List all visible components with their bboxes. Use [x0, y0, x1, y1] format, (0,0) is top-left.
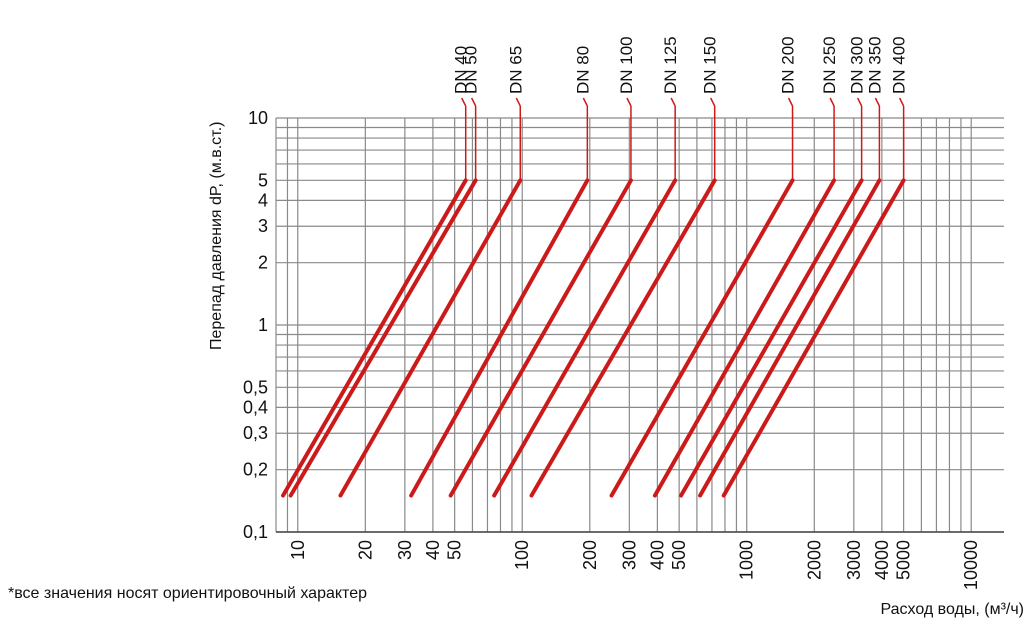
x-tick-label: 10000: [961, 540, 981, 590]
series-leader-line: [670, 97, 676, 107]
series-leader-line: [626, 97, 632, 107]
x-tick-label: 50: [445, 540, 465, 560]
x-tick-label: 100: [512, 540, 532, 570]
series-line: [679, 178, 864, 498]
series-line: [529, 178, 717, 498]
y-tick-label: 4: [258, 190, 268, 210]
series-leader-line: [898, 97, 905, 107]
x-tick-label: 4000: [872, 540, 892, 580]
series-leader-line: [515, 97, 521, 107]
y-axis-ticks: 0,1 0,2 0,3 0,40,5 1 2 3 45 10: [243, 108, 268, 542]
series-leader-line: [787, 97, 794, 107]
series-line: [698, 178, 882, 498]
series-label: DN 250: [820, 36, 839, 94]
y-tick-label: 2: [258, 253, 268, 273]
y-tick-label: 0,1: [243, 522, 268, 542]
series-leader-line: [710, 97, 716, 107]
x-tick-label: 10: [288, 540, 308, 560]
x-tick-label: 40: [423, 540, 443, 560]
series-line: [721, 178, 906, 498]
series-label: DN 40: [452, 46, 471, 94]
y-tick-label: 5: [258, 170, 268, 190]
series-label: DN 125: [661, 36, 680, 94]
x-tick-label: 400: [647, 540, 667, 570]
x-axis-title: Расход воды, (м³/ч): [880, 601, 1024, 618]
series-lines: [281, 97, 906, 498]
series-line: [338, 178, 523, 498]
series-label: DN 100: [617, 36, 636, 94]
series-line: [492, 178, 678, 498]
series-leader-line: [829, 97, 835, 107]
series-label: DN 150: [701, 36, 720, 94]
series-leader-line: [461, 97, 467, 107]
x-tick-label: 300: [619, 540, 639, 570]
x-tick-label: 2000: [804, 540, 824, 580]
series-leader-line: [856, 97, 863, 107]
y-axis-title: Перепад давления dP, (м.в.ст.): [208, 122, 225, 350]
series-leader-line: [874, 97, 881, 107]
y-tick-label: 0,3: [243, 423, 268, 443]
footnote: *все значения носят ориентировочный хара…: [8, 585, 367, 602]
x-tick-label: 5000: [894, 540, 914, 580]
x-tick-label: 1000: [737, 540, 757, 580]
series-label: DN 50: [462, 46, 481, 94]
series-line: [281, 178, 468, 498]
x-tick-label: 3000: [844, 540, 864, 580]
x-tick-label: 30: [395, 540, 415, 560]
series-line: [609, 178, 795, 498]
series-label: DN 80: [573, 46, 592, 94]
x-tick-label: 500: [669, 540, 689, 570]
series-label: DN 200: [779, 36, 798, 94]
series-line: [448, 178, 633, 498]
series-leader-line: [470, 97, 477, 107]
y-tick-label: 10: [248, 108, 268, 128]
series-line: [288, 178, 478, 498]
y-tick-label: 0,5: [243, 377, 268, 397]
series-leader-line: [582, 97, 589, 107]
series-line: [652, 178, 837, 498]
series-label: DN 350: [865, 36, 884, 94]
y-tick-label: 1: [258, 315, 268, 335]
series-label: DN 65: [506, 46, 525, 94]
x-tick-label: 200: [580, 540, 600, 570]
y-tick-label: 3: [258, 216, 268, 236]
x-tick-label: 20: [355, 540, 375, 560]
y-tick-label: 0,4: [243, 397, 268, 417]
grid-minor: [275, 117, 1004, 533]
x-axis-ticks: 10 20 30 40 50 100 200 300 400 500 1000 2000 3000 400…: [288, 540, 981, 590]
series-line: [409, 178, 590, 498]
series-label: DN 300: [848, 36, 867, 94]
y-tick-label: 0,2: [243, 460, 268, 480]
series-label: DN 400: [890, 36, 909, 94]
